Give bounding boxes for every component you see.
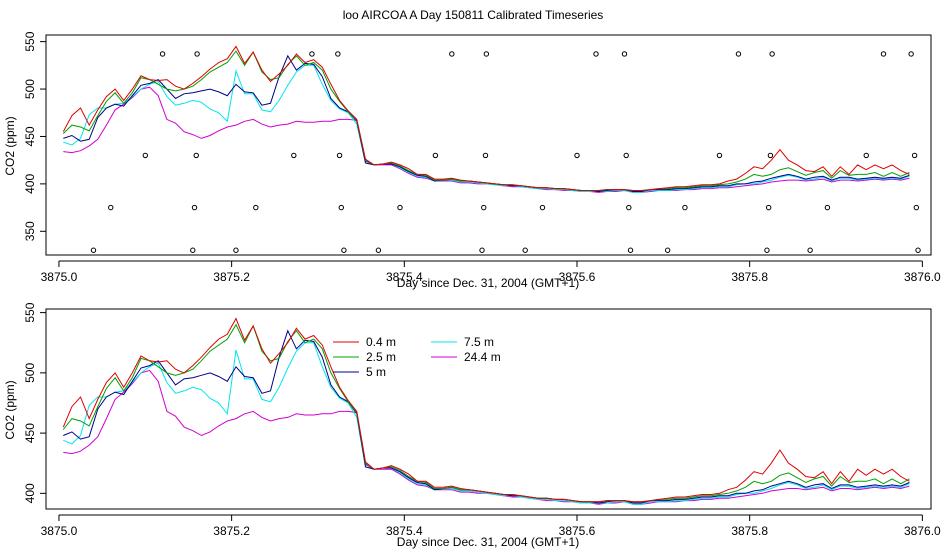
x-tick-label: 3876.0	[904, 524, 941, 538]
x-tick-label: 3875.0	[41, 524, 78, 538]
calibration-point	[735, 51, 742, 57]
calibration-point	[159, 51, 166, 57]
calibration-point	[716, 152, 723, 159]
y-tick-label: 500	[23, 79, 37, 99]
panel-bottom: 3875.0 3875.2 3875.4 3875.6 3875.8 3876.0 400…	[3, 302, 941, 549]
y-tick-label: 500	[23, 363, 37, 383]
calibration-point	[481, 204, 487, 211]
x-axis-label-top: Day since Dec. 31, 2004 (GMT+1)	[397, 276, 579, 290]
x-tick-label: 3875.6	[559, 524, 596, 538]
calibration-point	[682, 204, 688, 211]
legend-label-7-5-m: 7.5 m	[464, 335, 494, 349]
series-line-5-m	[63, 54, 910, 193]
y-axis-label-top: CO2 (ppm)	[3, 116, 17, 175]
calibration-point	[915, 247, 921, 253]
calibration-point	[824, 204, 831, 211]
x-axis-bottom: 3875.0 3875.2 3875.4 3875.6 3875.8 3876.0	[41, 514, 941, 538]
legend-label-5-m: 5 m	[366, 365, 386, 379]
x-tick-label: 3875.2	[213, 270, 250, 284]
x-tick-label: 3875.8	[731, 524, 768, 538]
legend: 0.4 m2.5 m5 m 7.5 m24.4 m	[333, 335, 501, 379]
calibration-point	[593, 51, 599, 57]
x-axis-top: 3875.0 3875.2 3875.4 3875.6 3875.8 3876.0	[41, 260, 941, 284]
y-tick-label: 450	[23, 126, 37, 146]
calibration-point	[621, 51, 628, 57]
calibration-point	[627, 247, 634, 253]
calibration-point	[880, 51, 887, 57]
calibration-point	[664, 247, 671, 253]
series-line-0-4-m	[62, 45, 910, 191]
calibration-point	[908, 51, 914, 57]
x-tick-label: 3875.4	[386, 270, 423, 284]
legend-label-2-5-m: 2.5 m	[366, 350, 396, 364]
calibration-point	[90, 247, 97, 253]
calibration-point	[335, 51, 341, 57]
calibration-point	[193, 152, 199, 159]
calibration-point	[233, 247, 239, 253]
y-tick-label: 450	[23, 423, 37, 443]
calibration-point	[539, 204, 546, 211]
series-lines-top	[62, 45, 910, 193]
calibration-point	[336, 152, 343, 159]
y-axis-label-bottom: CO2 (ppm)	[3, 380, 17, 439]
x-tick-label: 3875.6	[559, 270, 596, 284]
panel-top: 3875.0 3875.2 3875.4 3875.6 3875.8 3876.0 350…	[3, 31, 941, 290]
calibration-point	[623, 152, 629, 159]
series-line-0-4-m	[62, 317, 910, 503]
y-axis-bottom: 400 450 500 550	[23, 302, 47, 503]
x-tick-label: 3875.0	[41, 270, 78, 284]
x-axis-label-bottom: Day since Dec. 31, 2004 (GMT+1)	[397, 535, 579, 549]
calibration-point	[309, 51, 315, 57]
calibration-point	[483, 51, 490, 57]
series-line-2-5-m	[62, 50, 910, 191]
plot-frame-top	[45, 34, 932, 256]
calibration-point	[574, 152, 580, 159]
x-tick-label: 3875.8	[731, 270, 768, 284]
calibration-point	[253, 204, 259, 211]
calibration-point	[769, 51, 775, 57]
y-tick-label: 400	[23, 483, 37, 503]
legend-label-24-4-m: 24.4 m	[464, 350, 501, 364]
calibration-point	[767, 152, 774, 159]
y-tick-label: 400	[23, 174, 37, 194]
y-tick-label: 350	[23, 221, 37, 241]
chart-title: loo AIRCOA A Day 150811 Calibrated Times…	[343, 8, 604, 22]
calibration-point	[449, 51, 455, 57]
calibration-point	[375, 247, 382, 253]
y-tick-label: 550	[23, 302, 37, 322]
series-line-7-5-m	[63, 342, 910, 505]
series-line-7-5-m	[63, 64, 910, 193]
calibration-point	[913, 204, 920, 211]
calibration-point	[807, 247, 813, 253]
legend-label-0-4-m: 0.4 m	[366, 335, 396, 349]
calibration-point	[142, 152, 148, 159]
calibration-point	[911, 152, 918, 159]
calibration-point	[479, 247, 485, 253]
calibration-points-top	[90, 51, 921, 253]
calibration-point	[397, 204, 403, 211]
calibration-point	[291, 152, 297, 159]
calibration-point	[194, 51, 200, 57]
calibration-point	[432, 152, 439, 159]
y-tick-label: 550	[23, 31, 37, 51]
x-tick-label: 3876.0	[904, 270, 941, 284]
calibration-point	[108, 204, 114, 211]
x-tick-label: 3875.4	[386, 524, 423, 538]
calibration-point	[191, 204, 198, 211]
x-tick-label: 3875.2	[213, 524, 250, 538]
calibration-point	[522, 247, 528, 253]
calibration-point	[482, 152, 489, 159]
calibration-point	[338, 204, 344, 211]
calibration-point	[765, 204, 772, 211]
calibration-point	[190, 247, 196, 253]
calibration-point	[341, 247, 347, 253]
calibration-point	[863, 152, 869, 159]
calibration-point	[626, 204, 632, 211]
calibration-point	[764, 247, 770, 253]
y-axis-top: 350 400 450 500 550	[23, 31, 47, 241]
series-lines-bottom	[62, 317, 910, 505]
